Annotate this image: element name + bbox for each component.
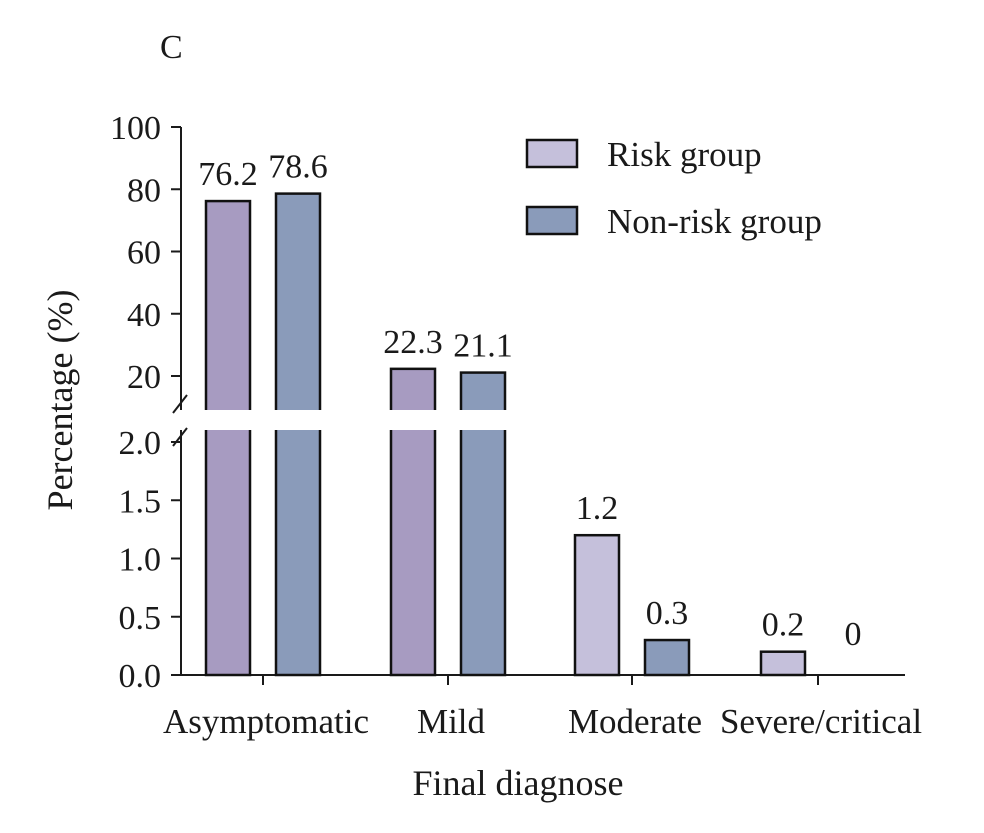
y-tick-label: 80 (127, 172, 161, 209)
y-axis-title: Percentage (%) (40, 290, 80, 511)
data-label: 0.2 (762, 607, 805, 644)
y-tick-label: 1.5 (119, 483, 162, 520)
x-category-label: Severe/critical (720, 702, 922, 741)
bar-non-risk-0 (274, 192, 322, 677)
y-tick-label: 1.0 (119, 542, 162, 579)
y-tick-label: 20 (127, 359, 161, 396)
y-tick-label: 0.5 (119, 600, 162, 637)
y-tick-label: 0.0 (119, 658, 162, 695)
bar-risk-0 (204, 199, 252, 677)
legend: Risk group Non-risk group (525, 135, 822, 241)
bars (167, 192, 911, 677)
legend-swatch (525, 138, 579, 169)
bar-risk-3 (759, 650, 807, 677)
x-category-label: Asymptomatic (163, 702, 369, 741)
x-axis-title: Final diagnose (413, 763, 624, 803)
data-labels: 76.2 78.6 22.3 21.1 1.2 0.3 0.2 0 (198, 149, 861, 653)
x-category-label: Mild (417, 702, 486, 741)
legend-label: Non-risk group (607, 202, 822, 241)
axis-break-gap (167, 410, 911, 430)
axis-break-mark (172, 427, 188, 447)
axis-break-mark (172, 394, 188, 414)
data-label: 0.3 (646, 595, 689, 632)
data-label: 78.6 (268, 149, 328, 186)
bar-non-risk-2 (643, 638, 691, 677)
panel-label: C (160, 29, 183, 66)
y-tick-label: 100 (110, 110, 161, 147)
legend-label: Risk group (607, 135, 762, 174)
axes: 0.0 0.5 1.0 1.5 2.0 20 40 60 80 100 Asymptomatic Mi… (110, 110, 922, 741)
data-label: 1.2 (576, 490, 619, 527)
data-label: 76.2 (198, 156, 258, 193)
data-label: 22.3 (383, 324, 443, 361)
legend-swatch (525, 205, 579, 236)
bar-risk-2 (573, 533, 621, 677)
y-tick-label: 2.0 (119, 425, 162, 462)
x-category-label: Moderate (568, 702, 702, 741)
y-tick-label: 60 (127, 235, 161, 272)
data-label: 0 (845, 616, 862, 653)
data-label: 21.1 (453, 328, 513, 365)
y-tick-label: 40 (127, 297, 161, 334)
